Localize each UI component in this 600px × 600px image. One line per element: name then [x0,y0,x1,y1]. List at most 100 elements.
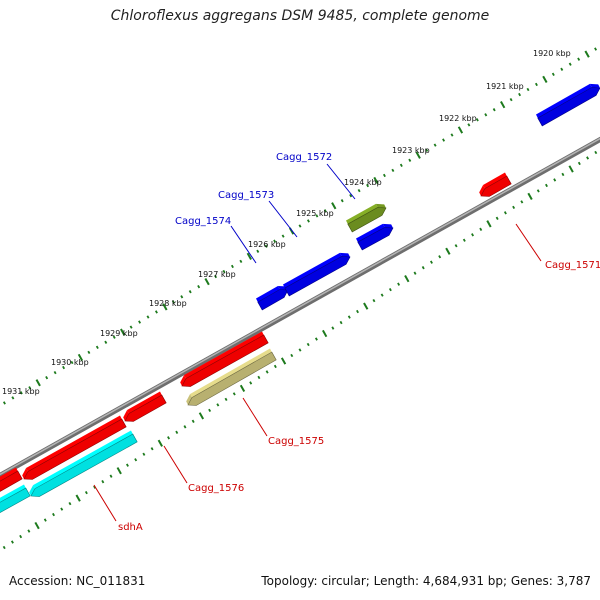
gene-leader-line [242,397,268,437]
tick-outer [475,118,479,122]
gene-features [0,83,600,513]
tick-inner [520,200,524,204]
tick-outer [433,143,437,147]
tick-outer [492,108,496,112]
backbone-line [0,136,600,479]
tick-inner [438,255,442,259]
tick-inner [167,436,171,440]
tick-inner [191,419,195,423]
tick-inner [380,293,384,297]
tick-inner [34,521,40,530]
tick-inner [397,282,401,286]
tick-outer [11,396,15,400]
tick-inner [536,189,540,193]
tick-inner [93,485,97,489]
tick-outer [450,133,454,137]
tick-outer [357,188,361,193]
tick-inner [495,216,499,220]
tick-outer [560,67,564,71]
kbp-label: 1927 kbp [198,270,236,279]
tick-outer [256,249,260,253]
gene-arrow [29,430,138,497]
gene-label: Cagg_1575 [268,436,324,447]
tick-inner [60,507,64,511]
tick-outer [484,113,488,117]
tick-outer [315,214,319,218]
tick-outer [542,75,548,84]
kbp-label: 1928 kbp [149,299,187,308]
tick-outer [273,239,277,243]
tick-outer [138,320,142,324]
tick-outer [391,168,395,173]
tick-outer [584,50,590,58]
tick-inner [2,545,6,550]
backbone [0,136,600,479]
gene-label: sdhA [118,522,143,533]
tick-outer [171,300,175,304]
kbp-label: 1931 kbp [2,387,40,396]
tick-outer [45,376,49,380]
genome-summary-text: Topology: circular; Length: 4,684,931 bp… [261,574,591,588]
tick-inner [445,247,451,255]
tick-inner [486,220,492,228]
tick-outer [577,57,581,61]
tick-outer [457,126,464,134]
tick-inner [503,211,507,215]
tick-outer [399,163,403,167]
kbp-labels: 1920 kbp 1921 kbp 1922 kbp 1923 kbp 1924 kbp… [2,49,571,396]
tick-outer [323,209,327,213]
tick-outer [180,295,184,299]
gene-labels: Cagg_1571 Cagg_1572 Cagg_1573 Cagg_1574 Cagg… [93,152,600,533]
tick-outer [95,345,99,349]
tick-outer [340,199,344,203]
tick-inner [388,287,392,292]
tick-inner [109,474,113,478]
gene-arrow [479,172,512,197]
tick-outer [509,97,513,102]
gene-label: Cagg_1573 [218,190,274,201]
tick-outer [35,379,41,387]
tick-outer [594,47,598,51]
gene-leader-line [93,484,117,522]
tick-inner [150,447,154,451]
tick-inner [280,357,287,365]
tick-inner [586,156,590,160]
tick-inner [125,463,129,467]
tick-outer [204,277,210,286]
gene-arrow [22,415,127,480]
tick-outer [264,244,268,248]
tick-outer [197,285,201,289]
tick-inner [363,302,369,310]
tick-inner [52,512,55,517]
tick-inner [322,329,328,338]
tick-outer [230,264,234,269]
gene-arrow [186,348,277,406]
kbp-label: 1924 kbp [344,178,382,187]
kbp-label: 1929 kbp [100,329,138,338]
tick-outer [87,350,91,355]
gene-leader-line [515,223,542,262]
tick-inner [157,439,163,447]
tick-inner [594,150,598,155]
gene-leader-line [163,445,188,484]
gene-leader-line [326,163,356,200]
kbp-ticks [2,47,598,550]
gene-label: Cagg_1574 [175,216,231,227]
gene-arrow [180,331,269,387]
tick-inner [10,540,14,544]
gene-arrow [346,203,387,233]
tick-outer [442,138,446,142]
gene-label: Cagg_1572 [276,152,332,163]
tick-inner [183,425,187,429]
tick-outer [104,340,108,344]
tick-inner [347,315,351,319]
tick-inner [356,309,359,314]
tick-outer [518,92,522,97]
tick-inner [421,266,425,270]
tick-inner [239,384,246,393]
tick-outer [53,370,57,375]
tick-inner [249,381,253,385]
tick-outer [19,391,23,395]
tick-inner [462,238,466,242]
